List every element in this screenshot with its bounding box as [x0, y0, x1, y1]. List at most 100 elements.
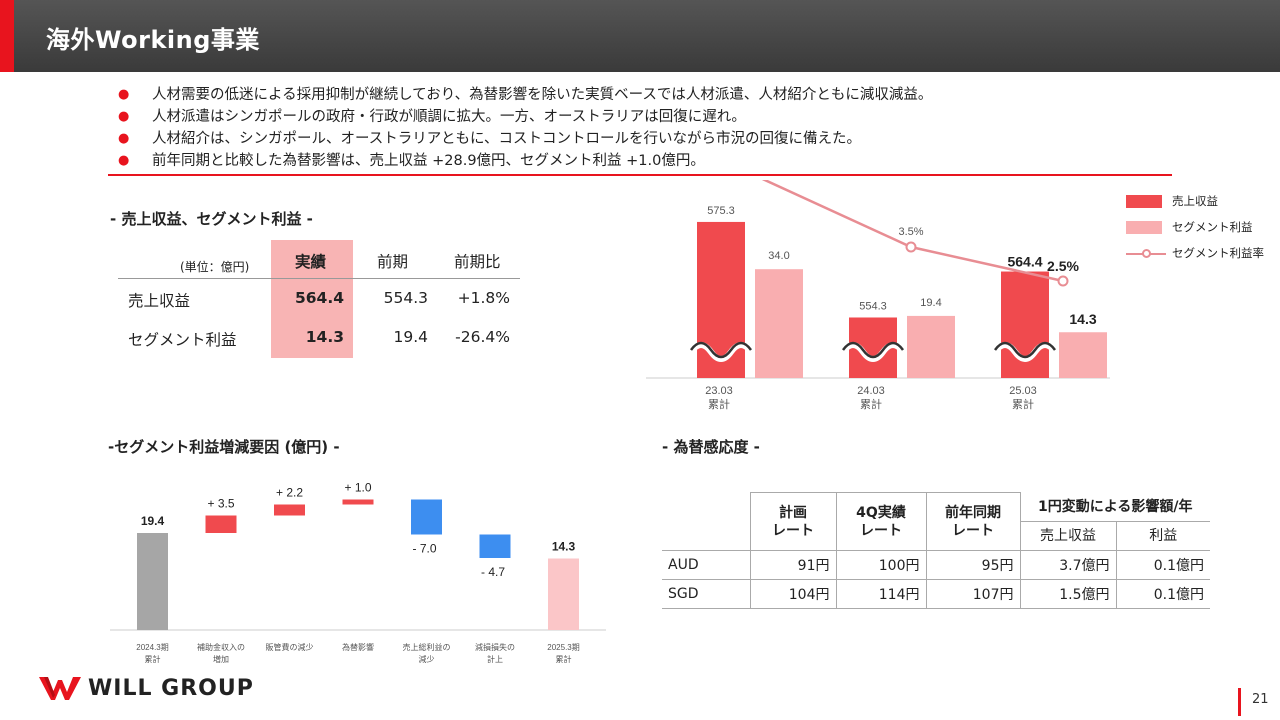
profit-bar — [755, 269, 803, 378]
margin-data-label: 3.5% — [898, 226, 923, 238]
chart-legend: 売上収益 セグメント利益 セグメント利益率 — [1126, 192, 1264, 270]
kpi-table: (単位：億円) 実績 前期 前期比 売上収益 564.4 554.3 +1.8%… — [118, 240, 520, 358]
fx-group-header: 1円変動による影響額/年 — [1019, 492, 1210, 522]
kpi-prev-value: 19.4 — [393, 328, 428, 346]
kpi-unit: (単位：億円) — [180, 260, 250, 274]
logo-text: WILL GROUP — [88, 676, 254, 701]
sales-data-label: 575.3 — [707, 205, 735, 217]
legend-marker-icon — [1142, 249, 1151, 258]
axis-break-icon — [688, 342, 754, 362]
waterfall-bar — [479, 534, 511, 558]
logo-mark-icon — [39, 677, 81, 700]
page-title: 海外Working事業 — [46, 26, 260, 54]
x-tick-label: 23.03 — [705, 385, 733, 397]
legend-item-sales: 売上収益 — [1126, 192, 1264, 218]
x-tick-label: 累計 — [556, 654, 572, 664]
x-tick-label: 累計 — [1012, 397, 1034, 411]
table-row: SGD 104円 114円 107円 1.5億円 0.1億円 — [662, 579, 1210, 609]
kpi-section-title: - 売上収益、セグメント利益 - — [110, 210, 313, 228]
fx-prev-rate: 107円 — [925, 579, 1021, 609]
x-tick-label: 25.03 — [1009, 385, 1037, 397]
bullet-icon: ● — [118, 131, 130, 146]
kpi-actual-value: 564.4 — [294, 289, 344, 307]
fx-currency: AUD — [662, 550, 751, 580]
fx-subheader-profit: 利益 — [1115, 521, 1210, 551]
kpi-prev-value: 554.3 — [383, 289, 428, 307]
legend-item-profit: セグメント利益 — [1126, 218, 1264, 244]
summary-bullet: ● 前年同期と比較した為替影響は、売上収益 +28.9億円、セグメント利益 +1.… — [118, 150, 1178, 172]
axis-break-icon — [841, 341, 905, 359]
fx-section-title: - 為替感応度 - — [662, 438, 760, 456]
summary-divider — [108, 174, 1172, 176]
x-tick-label: 累計 — [145, 654, 161, 664]
fx-sales-impact: 1.5億円 — [1019, 579, 1117, 609]
legend-swatch-sales — [1126, 195, 1162, 208]
bridge-section-title: -セグメント利益増減要因 (億円) - — [108, 438, 340, 456]
kpi-ratio-value: +1.8% — [457, 289, 510, 307]
company-logo: WILL GROUP — [38, 674, 253, 704]
fx-profit-impact: 0.1億円 — [1115, 579, 1210, 609]
x-tick-label: 減損損失の — [475, 642, 515, 652]
x-tick-label: 増加 — [213, 654, 229, 664]
sales-data-label: 564.4 — [1007, 254, 1042, 270]
waterfall-data-label: - 4.7 — [481, 565, 505, 579]
fx-plan-rate: 91円 — [749, 550, 837, 580]
fx-prev-rate: 95円 — [925, 550, 1021, 580]
kpi-actual-value: 14.3 — [305, 328, 344, 346]
profit-data-label: 14.3 — [1069, 311, 1096, 327]
kpi-header-rule — [118, 278, 520, 279]
x-tick-label: 2025.3期 — [547, 643, 579, 652]
x-tick-label: 累計 — [708, 397, 730, 411]
waterfall-data-label: - 7.0 — [412, 542, 436, 556]
fx-sensitivity-table: 計画 レート 4Q実績 レート 前年同期 レート 1円変動による影響額/年 売上… — [662, 492, 1210, 609]
kpi-row-label: 売上収益 — [128, 292, 191, 310]
sales-bar — [1001, 271, 1049, 378]
waterfall-bar — [205, 515, 237, 533]
axis-break-icon — [992, 342, 1058, 362]
waterfall-data-label: + 2.2 — [276, 486, 303, 500]
summary-bullet: ● 人材派遣はシンガポールの政府・行政が順調に拡大。一方、オーストラリアは回復に遅… — [118, 106, 1178, 128]
sales-data-label: 554.3 — [859, 300, 887, 312]
x-tick-label: 減少 — [419, 654, 435, 664]
x-tick-label: 販管費の減少 — [266, 642, 314, 652]
kpi-row-label: セグメント利益 — [128, 331, 237, 349]
profit-bar — [1059, 332, 1107, 378]
bullet-icon: ● — [118, 109, 130, 124]
fx-corner-cell — [662, 492, 751, 551]
kpi-header-prev: 前期 — [377, 253, 409, 271]
axis-break-icon — [993, 341, 1057, 359]
kpi-header-actual: 実績 — [295, 253, 327, 271]
waterfall-data-label: + 1.0 — [344, 481, 371, 495]
bullet-icon: ● — [118, 153, 130, 168]
profit-bar — [907, 315, 955, 378]
summary-bullet: ● 人材需要の低迷による採用抑制が継続しており、為替影響を除いた実質ベースでは人材… — [118, 84, 1178, 106]
waterfall-bar — [548, 558, 579, 630]
kpi-actual-highlight — [271, 240, 353, 358]
x-tick-label: 2024.3期 — [136, 643, 168, 652]
page-number: 21 — [1252, 692, 1269, 707]
waterfall-bar — [411, 499, 442, 535]
fx-currency: SGD — [662, 579, 751, 609]
x-tick-label: 売上総利益の — [403, 642, 451, 652]
axis-break-icon — [840, 342, 906, 362]
fx-profit-impact: 0.1億円 — [1115, 550, 1210, 580]
title-accent — [0, 0, 14, 72]
summary-bullet: ● 人材紹介は、シンガポール、オーストラリアともに、コストコントロールを行いながら… — [118, 128, 1178, 150]
x-tick-label: 補助金収入の — [197, 642, 245, 652]
fx-actual-rate: 100円 — [835, 550, 927, 580]
sales-bar — [697, 221, 745, 378]
page-number-accent — [1238, 688, 1241, 716]
profit-data-label: 19.4 — [920, 297, 941, 309]
waterfall-bar — [274, 504, 305, 516]
fx-plan-rate: 104円 — [749, 579, 837, 609]
fx-subheader-sales: 売上収益 — [1020, 521, 1117, 551]
x-tick-label: 為替影響 — [342, 642, 374, 652]
profit-data-label: 34.0 — [768, 250, 789, 262]
margin-point — [905, 241, 917, 253]
x-tick-label: 累計 — [860, 397, 882, 411]
fx-sales-impact: 3.7億円 — [1019, 550, 1117, 580]
waterfall-bar — [137, 533, 168, 630]
legend-swatch-profit — [1126, 221, 1162, 234]
margin-point — [1057, 275, 1069, 287]
x-tick-label: 計上 — [487, 654, 503, 664]
